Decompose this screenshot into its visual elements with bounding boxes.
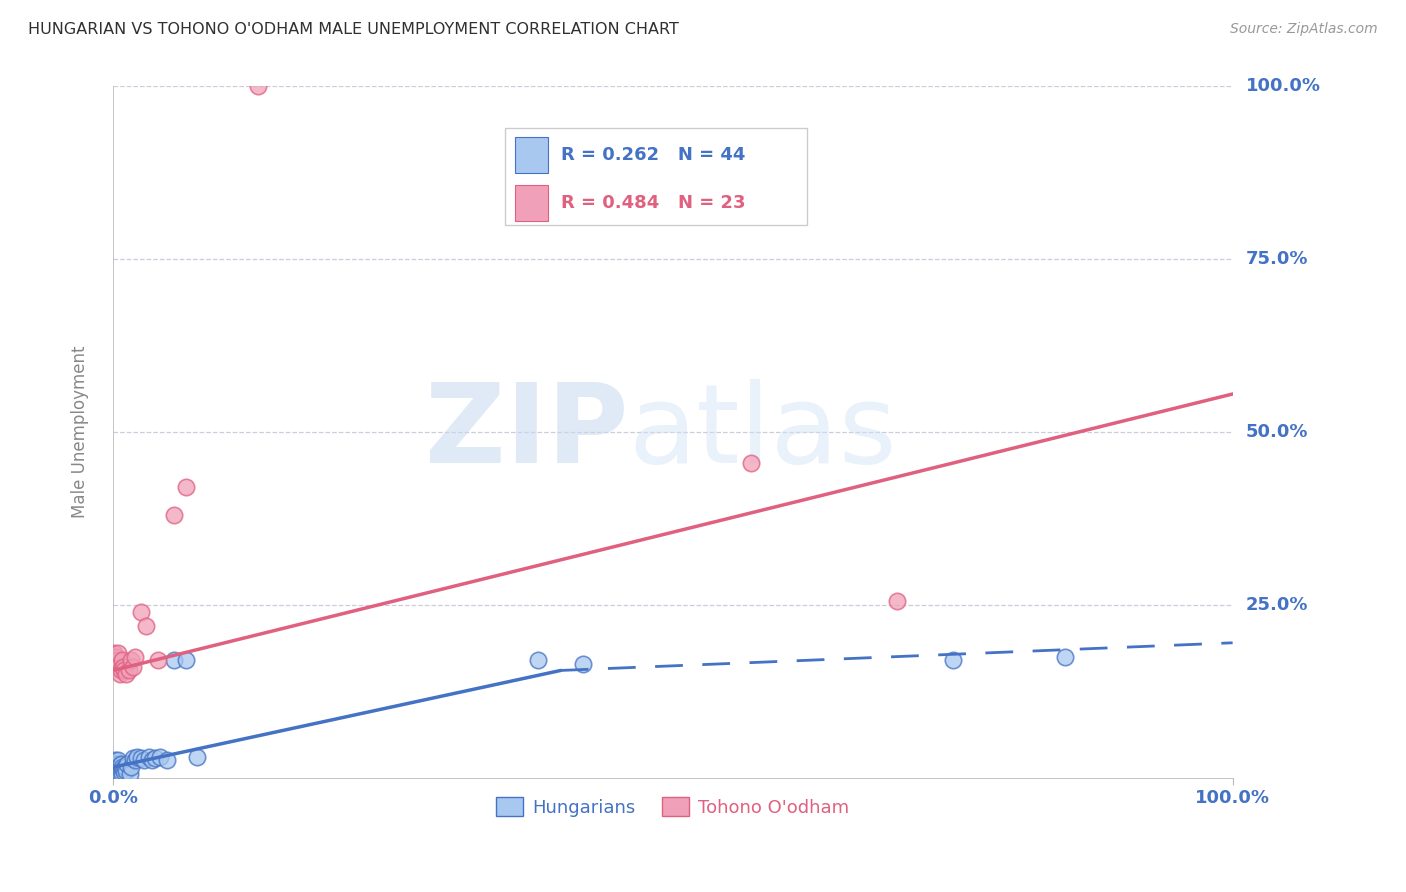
Point — [149, 749, 172, 764]
Point — [105, 756, 128, 771]
Point — [1053, 649, 1076, 664]
Point — [105, 649, 128, 664]
Point — [247, 79, 270, 94]
Point — [104, 753, 127, 767]
Point — [108, 758, 131, 772]
Point — [740, 456, 762, 470]
Point — [107, 753, 129, 767]
Text: 25.0%: 25.0% — [1246, 596, 1309, 614]
Text: 50.0%: 50.0% — [1246, 423, 1309, 441]
Point — [527, 653, 550, 667]
Point — [105, 756, 128, 771]
Point — [111, 762, 134, 776]
Point — [127, 749, 149, 764]
Text: HUNGARIAN VS TOHONO O'ODHAM MALE UNEMPLOYMENT CORRELATION CHART: HUNGARIAN VS TOHONO O'ODHAM MALE UNEMPLO… — [28, 22, 679, 37]
Point — [135, 618, 157, 632]
Point — [104, 760, 127, 774]
Point — [141, 753, 163, 767]
Point — [107, 646, 129, 660]
Point — [115, 764, 138, 778]
Point — [120, 653, 142, 667]
Text: 75.0%: 75.0% — [1246, 251, 1309, 268]
Point — [110, 756, 132, 771]
Point — [111, 760, 134, 774]
Text: R = 0.262   N = 44: R = 0.262 N = 44 — [561, 146, 745, 164]
Point — [155, 753, 177, 767]
Point — [886, 594, 908, 608]
Point — [145, 751, 167, 765]
Point — [111, 660, 134, 674]
FancyBboxPatch shape — [515, 137, 548, 173]
Point — [163, 508, 186, 522]
Point — [103, 646, 125, 660]
Point — [108, 767, 131, 781]
Point — [105, 764, 128, 778]
Point — [118, 767, 141, 781]
Point — [572, 657, 595, 671]
Point — [111, 653, 134, 667]
Point — [105, 762, 128, 776]
Point — [163, 653, 186, 667]
Point — [117, 664, 139, 678]
Y-axis label: Male Unemployment: Male Unemployment — [72, 346, 89, 518]
Point — [110, 764, 132, 778]
Point — [108, 666, 131, 681]
Point — [104, 660, 127, 674]
Point — [107, 765, 129, 780]
Point — [124, 649, 146, 664]
Point — [105, 767, 128, 781]
Point — [105, 653, 128, 667]
Point — [115, 666, 138, 681]
Point — [146, 653, 169, 667]
Point — [186, 749, 208, 764]
Legend: Hungarians, Tohono O'odham: Hungarians, Tohono O'odham — [489, 790, 856, 824]
Point — [942, 653, 965, 667]
Text: R = 0.484   N = 23: R = 0.484 N = 23 — [561, 194, 745, 212]
Point — [122, 751, 145, 765]
Point — [103, 764, 125, 778]
Point — [112, 664, 135, 678]
Text: atlas: atlas — [628, 378, 897, 485]
Text: Source: ZipAtlas.com: Source: ZipAtlas.com — [1230, 22, 1378, 37]
Point — [107, 760, 129, 774]
Point — [120, 760, 142, 774]
Point — [111, 767, 134, 781]
FancyBboxPatch shape — [505, 128, 807, 225]
Point — [129, 751, 152, 765]
Point — [122, 660, 145, 674]
Point — [112, 765, 135, 780]
Point — [134, 753, 156, 767]
Point — [114, 760, 136, 774]
FancyBboxPatch shape — [515, 186, 548, 221]
Point — [129, 605, 152, 619]
Point — [110, 664, 132, 678]
Point — [138, 749, 160, 764]
Text: 100.0%: 100.0% — [1246, 78, 1322, 95]
Point — [124, 753, 146, 767]
Point — [174, 480, 197, 494]
Text: ZIP: ZIP — [425, 378, 628, 485]
Point — [103, 756, 125, 771]
Point — [117, 756, 139, 771]
Point — [105, 767, 128, 781]
Point — [174, 653, 197, 667]
Point — [104, 767, 127, 781]
